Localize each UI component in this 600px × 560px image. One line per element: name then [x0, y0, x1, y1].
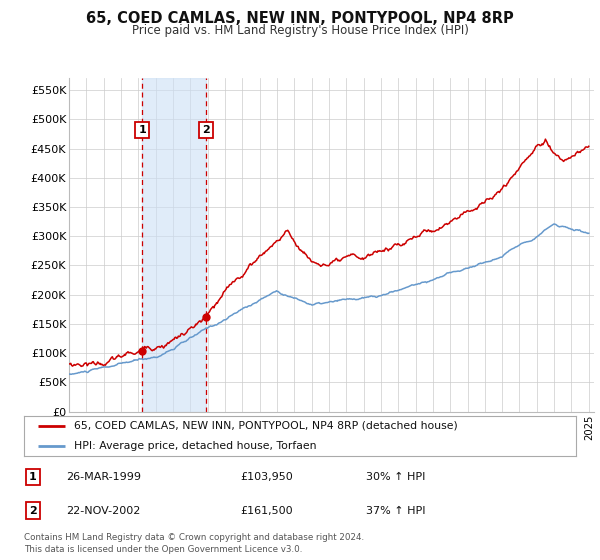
Text: Contains HM Land Registry data © Crown copyright and database right 2024.
This d: Contains HM Land Registry data © Crown c… — [24, 533, 364, 554]
Text: 1: 1 — [29, 472, 37, 482]
Text: 37% ↑ HPI: 37% ↑ HPI — [366, 506, 425, 516]
Text: 30% ↑ HPI: 30% ↑ HPI — [366, 472, 425, 482]
Text: 1: 1 — [139, 125, 146, 135]
Text: 65, COED CAMLAS, NEW INN, PONTYPOOL, NP4 8RP: 65, COED CAMLAS, NEW INN, PONTYPOOL, NP4… — [86, 11, 514, 26]
Text: 22-NOV-2002: 22-NOV-2002 — [66, 506, 140, 516]
Text: 2: 2 — [202, 125, 210, 135]
Text: 26-MAR-1999: 26-MAR-1999 — [66, 472, 141, 482]
Text: 2: 2 — [29, 506, 37, 516]
Text: 65, COED CAMLAS, NEW INN, PONTYPOOL, NP4 8RP (detached house): 65, COED CAMLAS, NEW INN, PONTYPOOL, NP4… — [74, 421, 457, 431]
Text: HPI: Average price, detached house, Torfaen: HPI: Average price, detached house, Torf… — [74, 441, 316, 451]
Text: £161,500: £161,500 — [240, 506, 293, 516]
Text: £103,950: £103,950 — [240, 472, 293, 482]
Bar — [142, 78, 206, 412]
Text: Price paid vs. HM Land Registry's House Price Index (HPI): Price paid vs. HM Land Registry's House … — [131, 24, 469, 36]
